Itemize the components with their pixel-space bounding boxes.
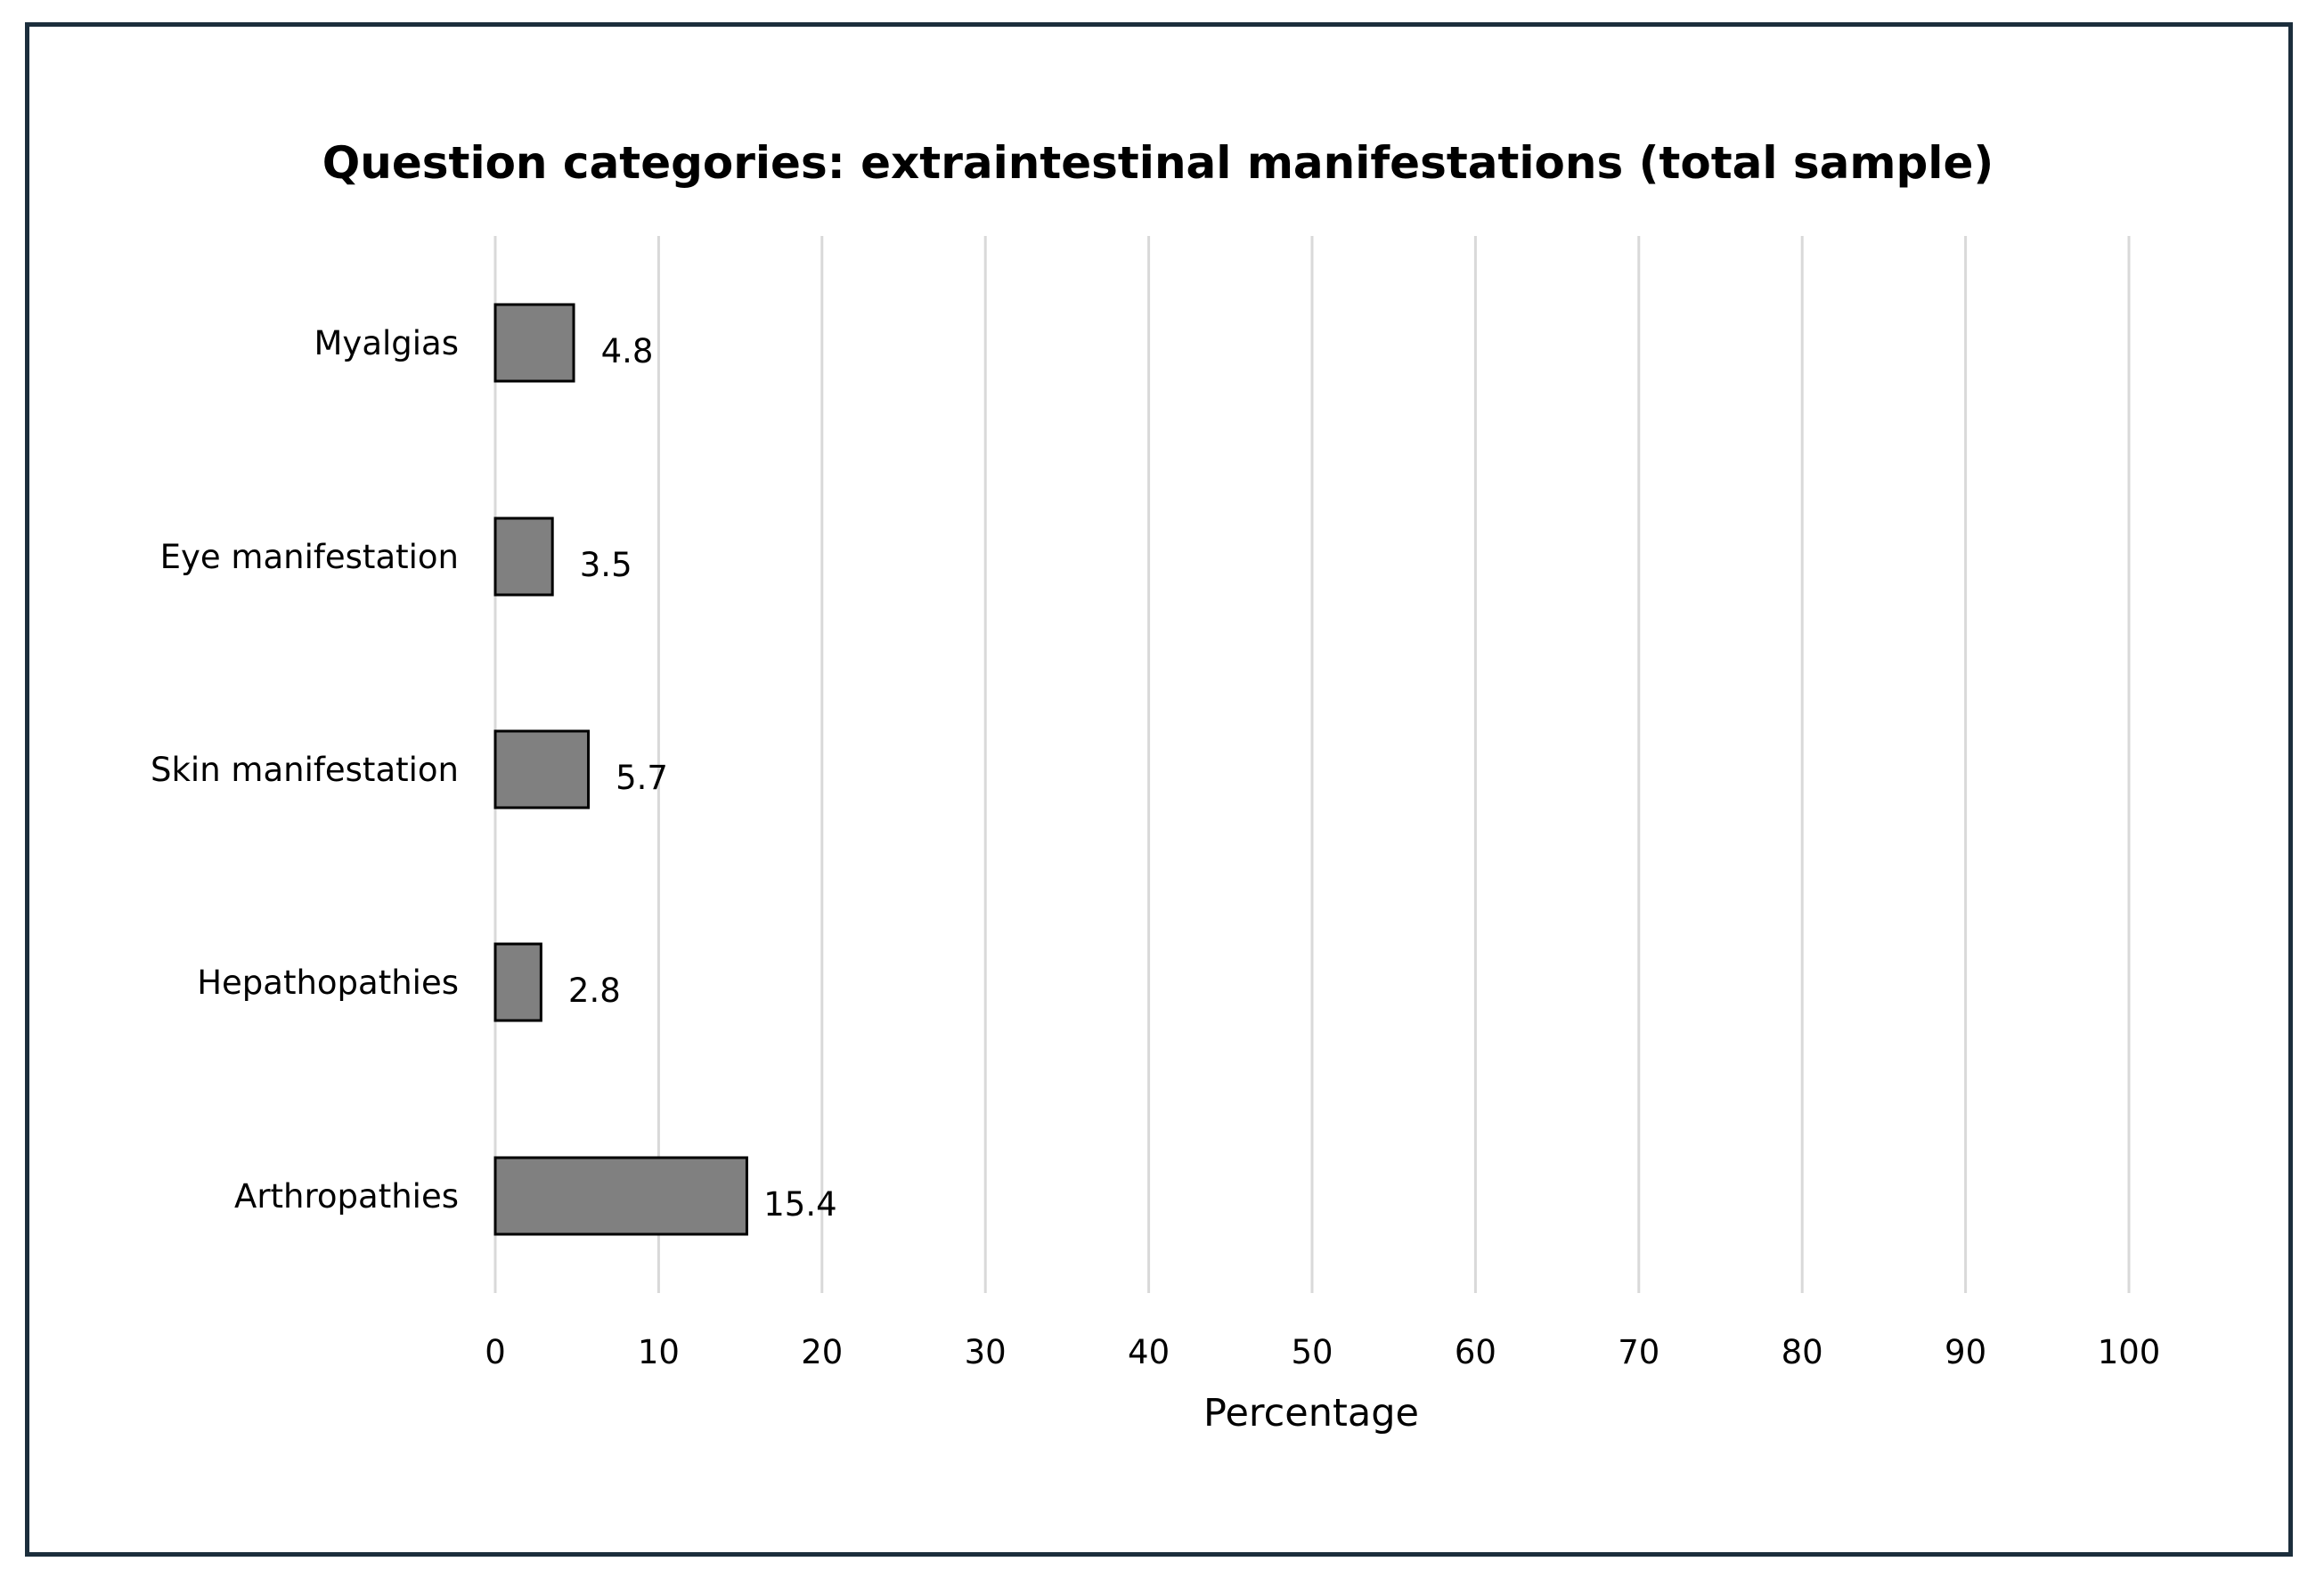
chart-title: Question categories: extraintestinal man…	[322, 137, 1994, 189]
x-tick-labels: 0 10 20 30 40 50 60 70 80 90 100	[485, 1333, 2160, 1371]
x-axis-title: Percentage	[1203, 1391, 1419, 1436]
x-tick-label-70: 70	[1618, 1333, 1659, 1371]
value-label-arthropathies: 15.4	[763, 1185, 836, 1224]
bar-myalgias	[493, 303, 575, 383]
value-label-skin-manifestation: 5.7	[616, 759, 668, 797]
category-label-arthropathies: Arthropathies	[234, 1177, 459, 1216]
bars	[493, 303, 748, 1236]
bar-arthropathies	[493, 1156, 748, 1236]
x-tick-label-100: 100	[2098, 1333, 2161, 1371]
category-labels: Myalgias Eye manifestation Skin manifestat…	[151, 324, 459, 1216]
value-label-myalgias: 4.8	[601, 332, 654, 370]
bar-hepathopathies	[493, 942, 542, 1022]
x-tick-label-40: 40	[1128, 1333, 1170, 1371]
x-tick-label-80: 80	[1782, 1333, 1823, 1371]
chart-frame	[25, 22, 2293, 1557]
gridlines	[493, 236, 2131, 1293]
value-labels: 4.8 3.5 5.7 2.8 15.4	[568, 332, 837, 1224]
x-tick-label-30: 30	[965, 1333, 1007, 1371]
x-tick-label-60: 60	[1455, 1333, 1496, 1371]
value-label-hepathopathies: 2.8	[568, 972, 621, 1010]
category-label-skin-manifestation: Skin manifestation	[151, 751, 459, 789]
bar-skin-manifestation	[493, 729, 591, 809]
x-tick-label-10: 10	[638, 1333, 680, 1371]
x-tick-label-0: 0	[485, 1333, 506, 1371]
category-label-eye-manifestation: Eye manifestation	[160, 538, 459, 576]
value-label-eye-manifestation: 3.5	[580, 546, 632, 584]
x-tick-label-90: 90	[1945, 1333, 1986, 1371]
x-tick-label-20: 20	[801, 1333, 843, 1371]
bar-eye-manifestation	[493, 516, 554, 597]
category-label-hepathopathies: Hepathopathies	[197, 964, 459, 1002]
category-label-myalgias: Myalgias	[314, 324, 460, 362]
x-tick-label-50: 50	[1291, 1333, 1333, 1371]
